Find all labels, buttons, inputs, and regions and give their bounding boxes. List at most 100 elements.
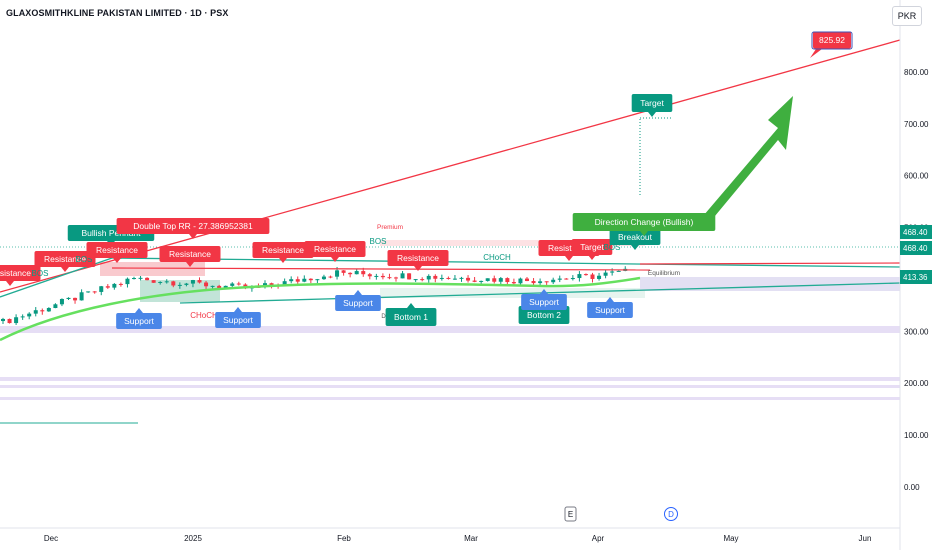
currency-button[interactable]: PKR: [892, 6, 922, 26]
red-trendline: [0, 39, 901, 293]
support-label-4-pointer: [540, 289, 548, 294]
candle-body: [223, 285, 228, 289]
candle-body: [1, 318, 5, 322]
time-tick-label: Mar: [464, 534, 478, 543]
red-level-line: [111, 267, 651, 271]
breakout-label-text: Breakout: [618, 232, 653, 242]
resistance-label-6-pointer: [331, 257, 339, 262]
support-label-4[interactable]: Support: [521, 289, 567, 310]
candle-body: [14, 317, 19, 324]
target-label-red[interactable]: Target: [571, 239, 613, 260]
resistance-label-6[interactable]: Resistance: [304, 241, 366, 262]
candle-body: [79, 292, 84, 301]
zone-band-3: [0, 385, 900, 388]
breakout-label[interactable]: Breakout: [609, 229, 661, 250]
candle-body: [7, 318, 12, 324]
resistance-label-5-pointer: [279, 258, 287, 263]
price-badge-2[interactable]: 468.40: [900, 241, 932, 255]
resistance-label-1-text: Resistance: [0, 268, 31, 278]
resistance-label-3-text: Resistance: [96, 245, 138, 255]
candle-body: [204, 282, 209, 287]
bos-label-4: BOS: [604, 243, 621, 252]
target-label-green[interactable]: Target: [631, 94, 673, 117]
bos-label-1: BOS: [32, 269, 49, 278]
moving-average-line: [0, 276, 641, 342]
dividend-marker[interactable]: D: [664, 507, 678, 521]
support-label-2[interactable]: Support: [215, 307, 261, 328]
discount-zone: [380, 288, 645, 298]
dividend-marker-text: D: [668, 510, 674, 519]
zone-band-1: [0, 326, 900, 333]
candle-body: [511, 282, 516, 284]
candle-body: [335, 270, 340, 277]
price-badge-3[interactable]: 413.36: [900, 270, 932, 284]
bottom-1-label-text: Bottom 1: [394, 312, 428, 322]
double-top-label-text: Double Top RR - 27.386952381: [133, 221, 253, 231]
double-top-label-pointer: [189, 234, 197, 239]
price-tick-label: 300.00: [904, 327, 929, 336]
price-badge-bg: [900, 225, 932, 239]
price-tick-label: 200.00: [904, 379, 929, 388]
candle-body: [426, 275, 431, 280]
green-trendline-2: [111, 257, 901, 268]
price-badge-825[interactable]: 825.92: [813, 31, 851, 49]
candle-body: [354, 271, 359, 275]
resistance-label-5[interactable]: Resistance: [252, 242, 314, 263]
earnings-marker[interactable]: E: [564, 506, 577, 522]
support-label-1[interactable]: Support: [116, 308, 162, 329]
candle-body: [210, 285, 215, 287]
candle-body: [505, 278, 510, 283]
resistance-label-7-text: Resistance: [397, 253, 439, 263]
choch-label-2: CHoCH: [483, 253, 511, 262]
support-label-5-pointer: [606, 297, 614, 302]
resistance-label-3[interactable]: Resistance: [86, 242, 148, 263]
earnings-marker-bg: [564, 506, 577, 522]
resistance-label-4[interactable]: Resistance: [159, 246, 221, 267]
candle-body: [40, 310, 45, 312]
candle-body: [452, 278, 457, 280]
resistance-label-2-text: Resistance: [44, 254, 86, 264]
double-top-label[interactable]: Double Top RR - 27.386952381: [116, 218, 270, 239]
bottom-2-label-bg: [518, 306, 570, 324]
candle-body: [557, 278, 562, 280]
red-level-line-2: [639, 262, 901, 265]
support-label-1-text: Support: [124, 316, 154, 326]
candle-body: [132, 278, 136, 280]
resistance-label-1-pointer: [6, 281, 14, 286]
candle-body: [544, 281, 549, 283]
candle-body: [66, 297, 71, 299]
target-label-green-text: Target: [640, 98, 664, 108]
candle-body: [158, 281, 163, 283]
candle-body: [407, 273, 412, 280]
price-badge-1[interactable]: 468.40: [900, 225, 932, 239]
resistance-label-2[interactable]: Resistance: [34, 251, 96, 272]
time-tick-label: Feb: [337, 534, 351, 543]
support-label-2-bg: [215, 312, 261, 328]
candle-body: [597, 275, 602, 279]
direction-change-label[interactable]: Direction Change (Bullish): [572, 213, 716, 236]
candle-body: [145, 277, 150, 281]
time-tick-label: 2025: [184, 534, 202, 543]
support-label-3[interactable]: Support: [335, 290, 381, 311]
support-label-1-bg: [116, 313, 162, 329]
support-label-5-text: Support: [595, 305, 625, 315]
resistance-label-5-text: Resistance: [262, 245, 304, 255]
target-label-green-pointer: [648, 112, 656, 117]
candle-body: [538, 281, 543, 284]
resistance-label-7[interactable]: Resistance: [387, 250, 449, 271]
candle-body: [525, 278, 529, 282]
support-label-3-text: Support: [343, 298, 373, 308]
candle-body: [380, 275, 385, 278]
support-label-5[interactable]: Support: [587, 297, 633, 318]
zone-band-2: [0, 377, 900, 381]
resistance-label-3-bg: [86, 242, 148, 258]
candle-body: [564, 278, 569, 280]
bottom-1-label[interactable]: Bottom 1: [385, 303, 437, 326]
candle-body: [33, 310, 38, 314]
candle-body: [269, 283, 274, 286]
resistance-label-1[interactable]: Resistance: [0, 265, 41, 286]
target-label-red-pointer: [588, 255, 596, 260]
price-badge-bg: [900, 270, 932, 284]
